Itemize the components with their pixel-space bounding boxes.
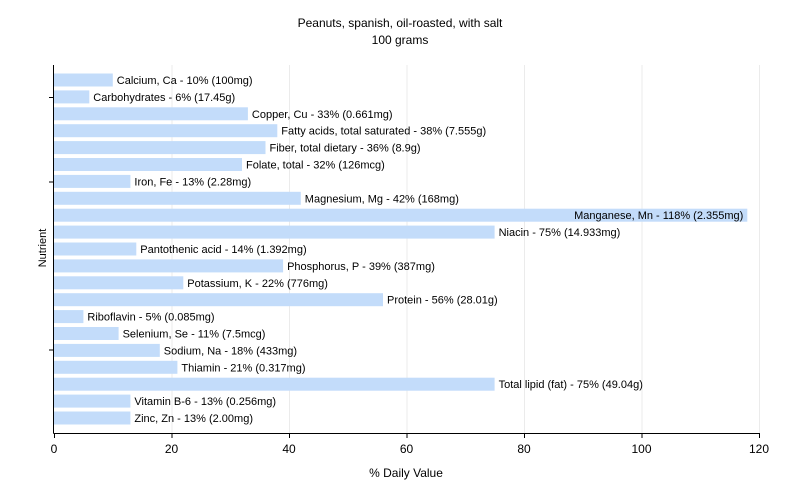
bar	[54, 191, 301, 205]
x-tick-label: 100	[631, 442, 651, 456]
data-label: Folate, total - 32% (126mcg)	[246, 160, 385, 172]
bar	[54, 124, 278, 138]
bar	[54, 90, 90, 104]
axes: 0 20 40 60 80 100 120	[49, 65, 769, 456]
data-label: Selenium, Se - 11% (7.5mcg)	[123, 329, 266, 341]
data-label: Vitamin B-6 - 13% (0.256mg)	[134, 396, 276, 408]
bar	[54, 259, 284, 273]
bar	[54, 158, 242, 171]
bar	[54, 411, 131, 425]
bar	[54, 174, 131, 188]
chart-subtitle: 100 grams	[372, 33, 429, 47]
bar	[54, 141, 266, 155]
data-label: Total lipid (fat) - 75% (49.04g)	[499, 379, 643, 391]
data-label: Carbohydrates - 6% (17.45g)	[93, 92, 235, 104]
bar	[54, 360, 178, 374]
data-label: Manganese, Mn - 118% (2.355mg)	[574, 210, 743, 222]
data-label: Calcium, Ca - 10% (100mg)	[117, 75, 253, 87]
x-tick-label: 0	[51, 442, 58, 456]
x-tick-label: 40	[282, 442, 296, 456]
x-tick-label: 60	[400, 442, 414, 456]
bar	[54, 327, 119, 340]
bar	[54, 208, 748, 222]
bar	[54, 377, 495, 391]
data-label: Iron, Fe - 13% (2.28mg)	[134, 176, 251, 188]
chart-title: Peanuts, spanish, oil-roasted, with salt	[298, 16, 503, 30]
x-tick-label: 20	[165, 442, 179, 456]
bar	[54, 310, 84, 324]
bar	[54, 107, 248, 121]
data-label: Niacin - 75% (14.933mg)	[499, 227, 621, 239]
data-label: Zinc, Zn - 13% (2.00mg)	[134, 413, 253, 425]
data-label: Phosphorus, P - 39% (387mg)	[287, 261, 435, 273]
bar	[54, 73, 113, 87]
data-label: Sodium, Na - 18% (433mg)	[164, 345, 297, 357]
bar	[54, 394, 131, 408]
bars: Calcium, Ca - 10% (100mg) Carbohydrates -…	[54, 73, 748, 425]
data-label: Protein - 56% (28.01g)	[387, 295, 498, 307]
data-label: Riboflavin - 5% (0.085mg)	[87, 312, 214, 324]
data-label: Magnesium, Mg - 42% (168mg)	[305, 193, 459, 205]
bar	[54, 276, 184, 290]
data-label: Potassium, K - 22% (776mg)	[187, 278, 328, 290]
data-label: Fatty acids, total saturated - 38% (7.55…	[281, 126, 486, 138]
x-tick-label: 120	[749, 442, 769, 456]
bar	[54, 293, 383, 307]
bar	[54, 225, 495, 239]
x-axis-label: % Daily Value	[369, 466, 443, 480]
bar	[54, 242, 137, 256]
data-label: Fiber, total dietary - 36% (8.9g)	[270, 143, 421, 155]
bar	[54, 343, 160, 357]
data-label: Copper, Cu - 33% (0.661mg)	[252, 109, 393, 121]
data-label: Pantothenic acid - 14% (1.392mg)	[140, 244, 306, 256]
x-tick-label: 80	[517, 442, 531, 456]
data-label: Thiamin - 21% (0.317mg)	[181, 362, 305, 374]
y-axis-label: Nutrient	[37, 229, 49, 268]
